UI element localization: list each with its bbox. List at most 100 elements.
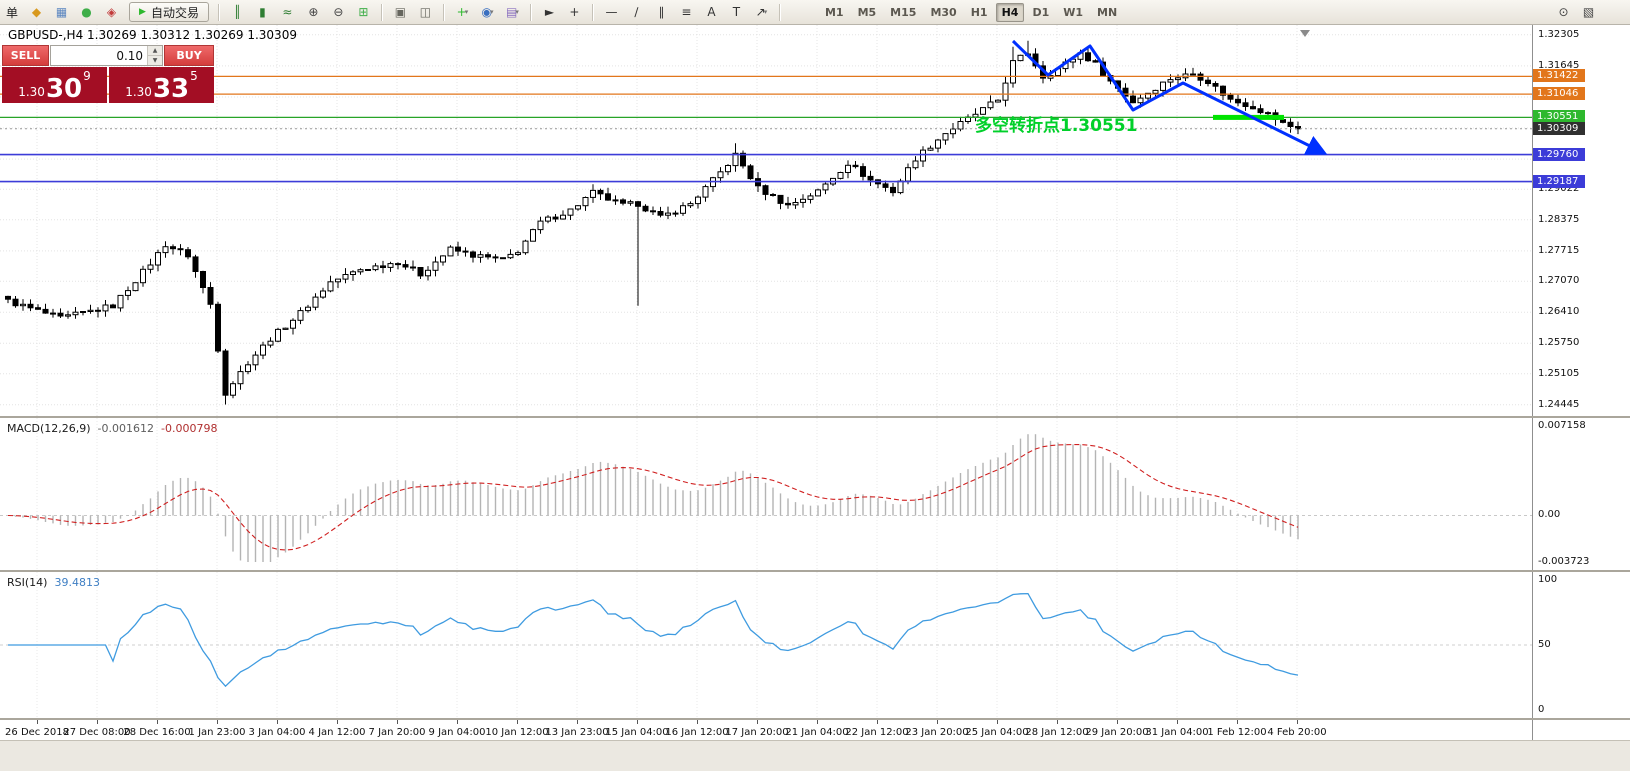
time-axis[interactable]: 26 Dec 2018 27 Dec 08:00 28 Dec 16:00 1 Jan… bbox=[0, 720, 1630, 740]
toolbar-group-zoom: ⊕ ⊖ ⊞ bbox=[301, 2, 376, 23]
toolbar-group-windows: ▣ ◫ bbox=[388, 2, 438, 23]
time-axis-tick bbox=[97, 720, 98, 724]
pane-separator[interactable] bbox=[0, 718, 1630, 720]
buy-button[interactable]: BUY bbox=[164, 45, 214, 66]
time-axis-tick bbox=[877, 720, 878, 724]
time-axis-label: 13 Jan 23:00 bbox=[545, 727, 609, 738]
arrows-icon[interactable]: ↗ ▾ bbox=[755, 5, 768, 19]
volume-spinner: ▲ ▼ bbox=[147, 46, 163, 65]
volume-increase-button[interactable]: ▲ bbox=[148, 46, 163, 56]
rsi-scale-label: 50 bbox=[1538, 639, 1551, 650]
price-scale-label: 1.27070 bbox=[1538, 275, 1580, 286]
crosshair-icon[interactable]: + bbox=[569, 5, 580, 19]
time-axis-label: 29 Jan 20:00 bbox=[1085, 727, 1149, 738]
toolbar-separator bbox=[442, 3, 445, 21]
price-scale-label: 1.29022 bbox=[1538, 183, 1580, 194]
time-axis-tick bbox=[697, 720, 698, 724]
sell-button[interactable]: SELL bbox=[2, 45, 50, 66]
dropdown-arrow-icon[interactable]: ▾ bbox=[489, 8, 494, 16]
autotrade-label: 自动交易 bbox=[150, 5, 199, 20]
templates-icon[interactable]: ▤ ▾ bbox=[506, 5, 519, 19]
symbol-ohlc-label: GBPUSD-,H4 1.30269 1.30312 1.30269 1.303… bbox=[8, 28, 297, 42]
time-axis-label: 22 Jan 12:00 bbox=[845, 727, 909, 738]
fibonacci-icon[interactable]: ≡ bbox=[681, 5, 692, 19]
volume-input-wrap: ▲ ▼ bbox=[50, 45, 164, 66]
equidistant-channel-icon[interactable]: ∥ bbox=[658, 5, 665, 19]
volume-decrease-button[interactable]: ▼ bbox=[148, 56, 163, 65]
zoom-in-icon[interactable]: ⊕ bbox=[308, 5, 319, 19]
timeframe-M15[interactable]: M15 bbox=[884, 3, 922, 22]
time-axis-tick bbox=[937, 720, 938, 724]
macd-pane[interactable]: MACD(12,26,9) -0.001612 -0.000798 0.0071… bbox=[0, 418, 1630, 570]
timeframe-MN[interactable]: MN bbox=[1091, 3, 1123, 22]
sell-price-display[interactable]: 1.30 30 9 bbox=[2, 67, 107, 103]
pane-separator[interactable] bbox=[0, 570, 1630, 572]
periods-icon[interactable]: ◉ ▾ bbox=[481, 5, 494, 19]
new-order-icon[interactable]: ◆ bbox=[31, 5, 42, 19]
tile-windows-icon[interactable]: ⊞ bbox=[358, 5, 369, 19]
dropdown-arrow-icon[interactable]: ▾ bbox=[763, 8, 768, 16]
time-axis-label: 23 Jan 20:00 bbox=[905, 727, 969, 738]
price-badge: 1.29187 bbox=[1533, 175, 1585, 188]
time-axis-label: 3 Jan 04:00 bbox=[248, 727, 306, 738]
search-icon[interactable]: ⊙ bbox=[1558, 5, 1569, 19]
orders-menu-label[interactable]: 单 bbox=[6, 5, 19, 20]
timeframe-H1[interactable]: H1 bbox=[965, 3, 994, 22]
text-icon[interactable]: A bbox=[707, 5, 716, 19]
autotrade-button[interactable]: ▶ 自动交易 bbox=[129, 2, 209, 22]
toolbar-group-insert: + ▾ ◉ ▾ ▤ ▾ bbox=[450, 2, 525, 23]
cursor-icon[interactable]: ► bbox=[544, 5, 555, 19]
candlestick-chart[interactable] bbox=[0, 25, 1630, 416]
time-axis-label: 27 Dec 08:00 bbox=[63, 727, 131, 738]
volume-input[interactable] bbox=[51, 46, 148, 65]
alerts-icon[interactable]: ◈ bbox=[106, 5, 117, 19]
price-chart-pane[interactable]: GBPUSD-,H4 1.30269 1.30312 1.30269 1.303… bbox=[0, 25, 1630, 416]
candlestick-chart-icon[interactable]: ▮ bbox=[259, 5, 266, 19]
toolbar-separator bbox=[778, 3, 781, 21]
toolbar-separator bbox=[380, 3, 383, 21]
zoom-out-icon[interactable]: ⊖ bbox=[333, 5, 344, 19]
chart-window-icon[interactable]: ▦ bbox=[55, 5, 68, 19]
line-chart-icon[interactable]: ≈ bbox=[282, 5, 293, 19]
rsi-scale-label: 100 bbox=[1538, 574, 1558, 585]
toolbar-separator bbox=[529, 3, 532, 21]
time-axis-label: 4 Jan 12:00 bbox=[308, 727, 366, 738]
time-axis-tick bbox=[277, 720, 278, 724]
horizontal-line-icon[interactable]: — bbox=[605, 5, 618, 19]
timeframe-D1[interactable]: D1 bbox=[1026, 3, 1055, 22]
toolbar: 单 ◆ ▦ ● ◈ ▶ 自动交易 ║ ▮ ≈ ⊕ ⊖ ⊞ ▣ ◫ + ▾ ◉ ▾ ▤ ▾ ► + — ∕ ∥ ≡ A… bbox=[0, 0, 1630, 25]
time-axis-tick bbox=[637, 720, 638, 724]
dropdown-arrow-icon[interactable]: ▾ bbox=[515, 8, 519, 16]
cascade-windows-icon[interactable]: ▣ bbox=[394, 5, 407, 19]
macd-scale-label: 0.00 bbox=[1538, 509, 1561, 520]
price-scale-label: 1.26410 bbox=[1538, 306, 1580, 317]
timeframe-H4[interactable]: H4 bbox=[995, 2, 1025, 22]
timeframe-M30[interactable]: M30 bbox=[924, 3, 962, 22]
terminal-icon[interactable]: ● bbox=[81, 5, 92, 19]
time-axis-tick bbox=[397, 720, 398, 724]
trendline-icon[interactable]: ∕ bbox=[634, 5, 639, 19]
time-axis-tick bbox=[757, 720, 758, 724]
toolbar-group-main: ◆ ▦ ● ◈ bbox=[24, 2, 124, 23]
rsi-pane[interactable]: RSI(14) 39.4813 100 50 0 bbox=[0, 572, 1630, 718]
time-axis-label: 31 Jan 04:00 bbox=[1145, 727, 1209, 738]
scale-border bbox=[1532, 25, 1533, 740]
price-scale-label: 1.32305 bbox=[1538, 29, 1580, 40]
time-axis-label: 17 Jan 20:00 bbox=[725, 727, 789, 738]
buy-price-display[interactable]: 1.30 33 5 bbox=[109, 67, 214, 103]
tile-horizontal-icon[interactable]: ◫ bbox=[419, 5, 432, 19]
dropdown-arrow-icon[interactable]: ▾ bbox=[464, 8, 469, 16]
timeframe-bar: M1 M5 M15 M30 H1 H4 D1 W1 MN bbox=[818, 2, 1124, 22]
timeframe-M1[interactable]: M1 bbox=[819, 3, 850, 22]
macd-plot bbox=[0, 418, 1532, 570]
timeframe-M5[interactable]: M5 bbox=[852, 3, 883, 22]
new-chart-icon[interactable]: ▧ bbox=[1582, 5, 1595, 19]
pane-separator[interactable] bbox=[0, 416, 1630, 418]
timeframe-W1[interactable]: W1 bbox=[1057, 3, 1089, 22]
price-badge: 1.31046 bbox=[1533, 87, 1585, 100]
text-label-icon[interactable]: T bbox=[732, 5, 741, 19]
indicators-icon[interactable]: + ▾ bbox=[456, 5, 469, 19]
time-axis-label: 28 Dec 16:00 bbox=[123, 727, 191, 738]
scroll-to-end-marker bbox=[1300, 30, 1310, 37]
bar-chart-icon[interactable]: ║ bbox=[233, 5, 242, 19]
